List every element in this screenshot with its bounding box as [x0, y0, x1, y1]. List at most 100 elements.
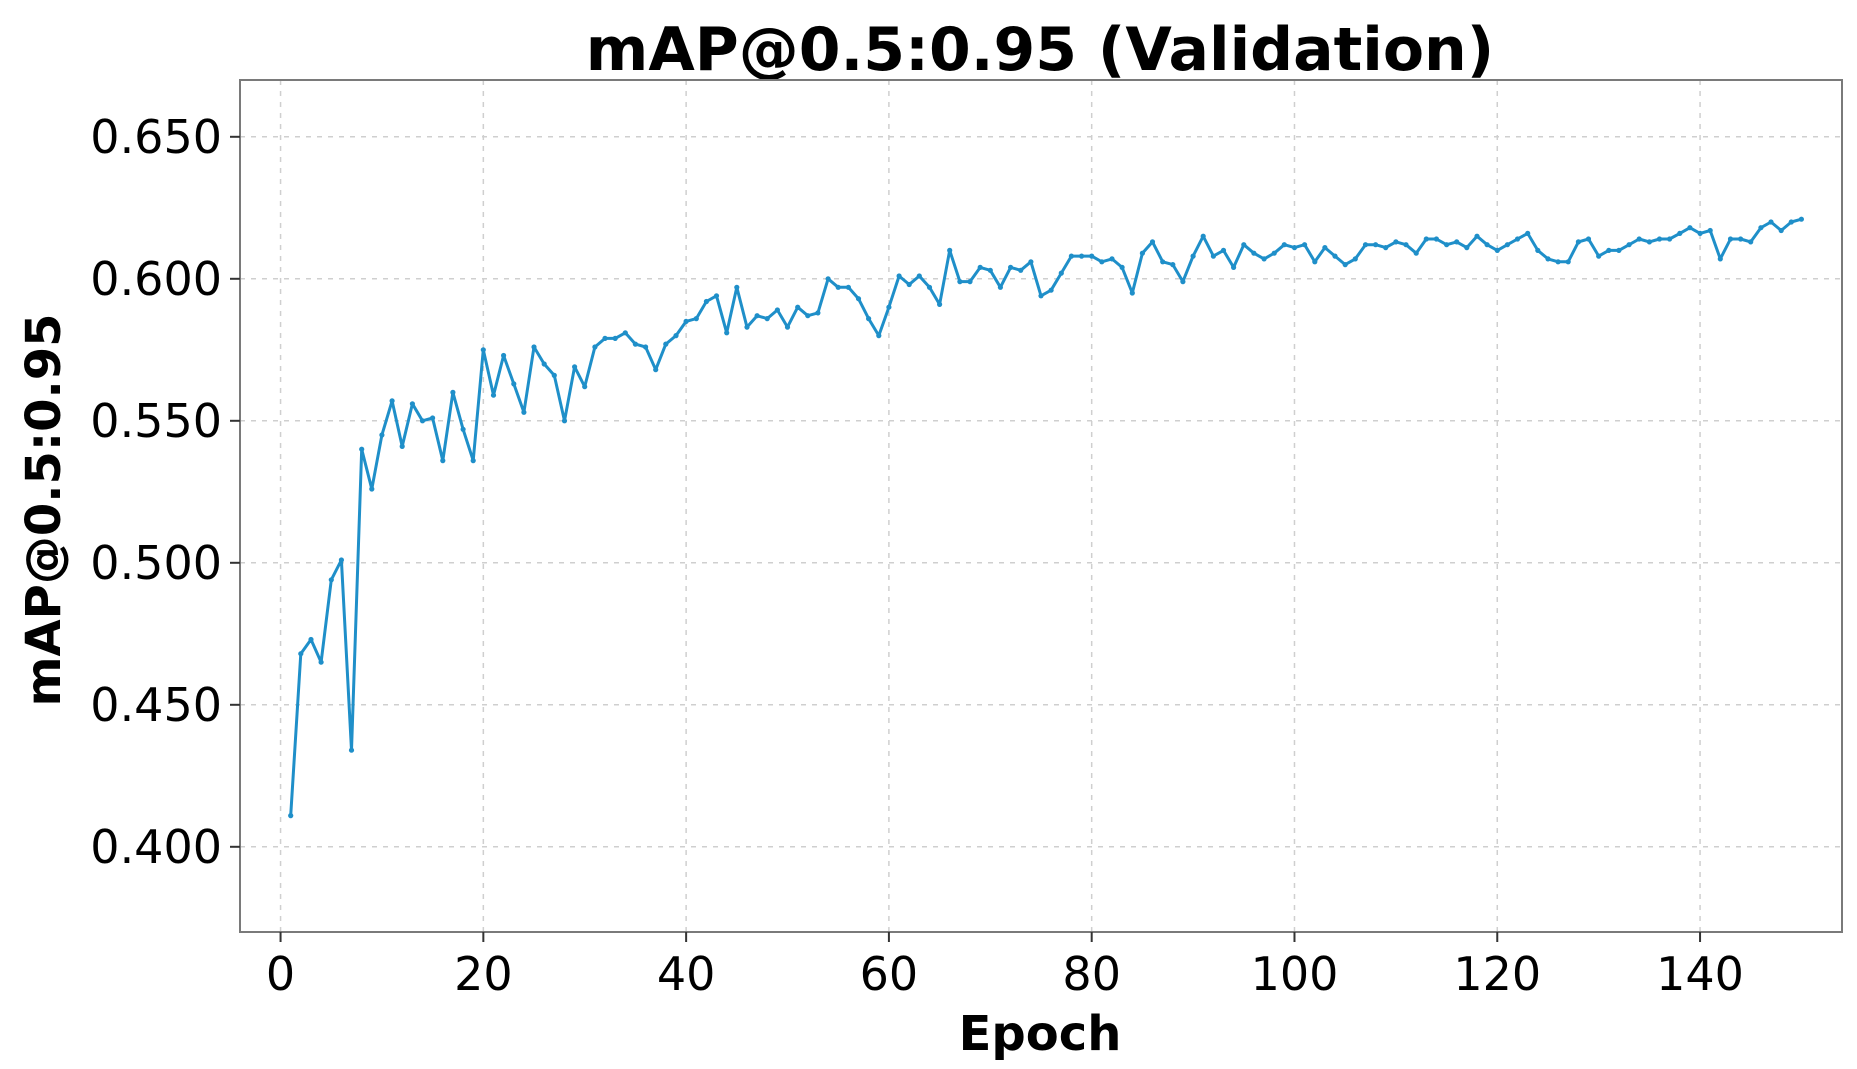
data-point [632, 341, 639, 347]
data-point [1565, 259, 1571, 265]
data-point [511, 381, 517, 387]
data-point [1322, 245, 1328, 251]
data-point [490, 392, 497, 398]
data-point [774, 307, 781, 313]
data-point [957, 279, 963, 285]
data-point [1656, 236, 1663, 242]
data-point [338, 557, 344, 563]
data-point [1291, 245, 1298, 251]
data-point [835, 284, 841, 290]
data-point [653, 367, 659, 373]
data-point [1180, 279, 1186, 285]
data-point [582, 384, 588, 390]
data-point [1079, 253, 1085, 259]
data-point [1312, 259, 1318, 265]
data-point [663, 341, 669, 347]
data-point [369, 486, 375, 492]
data-point [1251, 250, 1257, 256]
data-point [673, 333, 679, 339]
data-point [1788, 219, 1794, 225]
data-point [1667, 236, 1673, 242]
data-point [1058, 270, 1064, 276]
data-point [1585, 236, 1592, 242]
data-point [1393, 239, 1399, 245]
data-point [1210, 253, 1216, 259]
data-point [450, 389, 456, 395]
data-point [795, 304, 801, 310]
data-point [1748, 239, 1754, 245]
data-point [1464, 245, 1470, 251]
data-point [1048, 287, 1054, 293]
data-point [1149, 239, 1156, 245]
data-point [1626, 242, 1632, 248]
data-point [1261, 256, 1267, 262]
data-point [1484, 242, 1490, 248]
data-point [1738, 236, 1744, 242]
data-point [896, 273, 902, 279]
data-point [1383, 245, 1389, 251]
x-tick-label: 40 [657, 947, 716, 1001]
data-point [1575, 239, 1581, 245]
data-point [916, 273, 922, 279]
data-point [1514, 236, 1521, 242]
data-point [1109, 256, 1115, 262]
data-point [622, 330, 628, 336]
data-point [612, 335, 618, 341]
y-tick-label: 0.500 [90, 536, 222, 590]
y-axis: 0.400 0.450 0.500 0.550 0.600 0.650 [90, 110, 240, 874]
chart-title: mAP@0.5:0.95 (Validation) [586, 15, 1494, 85]
data-point [1504, 242, 1510, 248]
data-point [1332, 253, 1338, 259]
data-point [359, 446, 365, 452]
data-point [724, 330, 730, 336]
data-point [997, 284, 1004, 290]
data-point [379, 432, 385, 438]
y-tick-label: 0.450 [90, 678, 222, 732]
data-point [1636, 236, 1642, 242]
data-point [1423, 236, 1429, 242]
data-point [308, 636, 314, 643]
data-point [440, 458, 446, 464]
data-point [1727, 236, 1734, 242]
data-point [683, 318, 689, 324]
data-point [1474, 233, 1480, 239]
data-point [876, 333, 882, 339]
data-point [1677, 230, 1683, 236]
x-tick-label: 60 [860, 947, 919, 1001]
data-point [1038, 293, 1044, 299]
data-point [602, 335, 608, 341]
data-point [1454, 239, 1460, 245]
x-tick-label: 120 [1453, 947, 1541, 1001]
data-point [1525, 230, 1531, 236]
x-tick-label: 20 [454, 947, 513, 1001]
data-point [855, 296, 862, 302]
data-point [825, 276, 831, 282]
data-point [1160, 259, 1166, 265]
data-point [1281, 242, 1287, 248]
data-point [1220, 247, 1227, 253]
data-point [1596, 253, 1602, 259]
data-point [298, 651, 304, 657]
y-tick-label: 0.600 [90, 252, 222, 306]
data-point [866, 316, 872, 322]
data-point [1494, 247, 1500, 253]
series-line [289, 217, 1802, 816]
data-point [1352, 256, 1358, 262]
data-point [734, 284, 740, 290]
data-point [987, 267, 993, 273]
data-point [1119, 264, 1125, 270]
data-point [592, 344, 598, 350]
data-point [541, 361, 547, 367]
data-point [399, 443, 405, 449]
data-point [845, 284, 852, 290]
data-point [977, 264, 983, 270]
data-point [1068, 253, 1074, 259]
data-point [1717, 256, 1723, 262]
data-point [1129, 290, 1135, 296]
data-point [1444, 242, 1450, 248]
data-point [1535, 247, 1541, 253]
data-point [1768, 219, 1774, 225]
data-point [693, 316, 699, 322]
data-point [572, 364, 578, 370]
data-point [744, 324, 750, 330]
